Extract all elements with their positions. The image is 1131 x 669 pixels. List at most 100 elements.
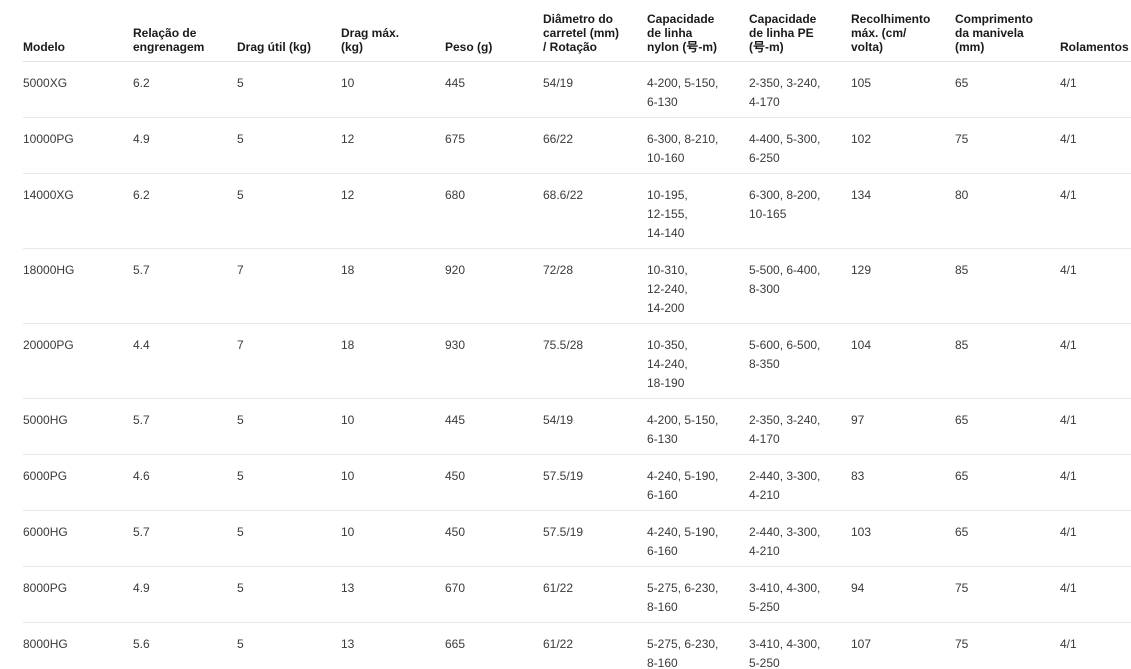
column-header-capacidade-nylon: Capacidade de linha nylon (号-m) [647,0,749,62]
cell-capacidade-nylon: 10-310, 12-240, 14-200 [647,248,749,324]
cell-drag-util: 5 [237,398,341,455]
cell-comprimento-manivela: 65 [955,510,1060,567]
cell-drag-util: 5 [237,566,341,623]
cell-relacao-engrenagem: 5.7 [133,398,237,455]
header-row: Modelo Relação de engrenagem Drag útil (kg… [23,0,1131,62]
cell-diametro-rotacao: 68.6/22 [543,173,647,249]
cell-drag-max: 13 [341,566,445,623]
cell-diametro-rotacao: 72/28 [543,248,647,324]
cell-drag-max: 10 [341,454,445,511]
cell-capacidade-nylon: 4-200, 5-150, 6-130 [647,398,749,455]
cell-modelo: 14000XG [23,173,133,249]
cell-drag-util: 5 [237,622,341,669]
cell-modelo: 6000HG [23,510,133,567]
cell-rolamentos: 4/1 [1060,117,1131,174]
cell-comprimento-manivela: 80 [955,173,1060,249]
table-row: 8000HG 5.6 5 13 665 61/22 5-275, 6-230, 8-160 3… [23,622,1131,669]
cell-diametro-rotacao: 61/22 [543,622,647,669]
cell-drag-max: 12 [341,117,445,174]
cell-relacao-engrenagem: 4.9 [133,117,237,174]
cell-comprimento-manivela: 65 [955,76,969,90]
cell-relacao-engrenagem: 5.7 [133,510,237,567]
cell-rolamentos: 4/1 [1060,323,1131,399]
cell-capacidade-nylon: 5-275, 6-230, 8-160 [647,566,749,623]
cell-peso: 930 [445,323,543,399]
table-head: Modelo Relação de engrenagem Drag útil (kg… [23,0,1131,62]
cell-capacidade-pe: 2-440, 3-300, 4-210 [749,510,851,567]
spec-table-container: Modelo Relação de engrenagem Drag útil (kg… [23,0,1131,669]
cell-comprimento-manivela: 65 [955,454,1060,511]
cell-rolamentos: 4/1 [1060,76,1077,90]
column-header-recolhimento-max: Recolhimento máx. (cm/ volta) [851,0,955,62]
cell-drag-util: 5 [237,510,341,567]
table-row: 5000HG 5.7 5 10 445 54/19 4-200, 5-150, 6-130 2… [23,398,1131,455]
cell-capacidade-nylon: 4-240, 5-190, 6-160 [647,510,749,567]
cell-relacao-engrenagem: 5.6 [133,622,237,669]
cell-capacidade-pe: 4-400, 5-300, 6-250 [749,117,851,174]
cell-relacao-engrenagem: 5.7 [133,248,237,324]
cell-rolamentos: 4/1 [1060,248,1131,324]
cell-capacidade-nylon: 10-195, 12-155, 14-140 [647,173,749,249]
cell-comprimento-manivela: 75 [955,622,1060,669]
cell-peso: 450 [445,510,543,567]
cell-recolhimento-max: 134 [851,173,955,249]
cell-recolhimento-max: 107 [851,622,955,669]
cell-drag-max: 18 [341,323,445,399]
column-header-capacidade-pe: Capacidade de linha PE (号-m) [749,0,851,62]
cell-diametro-rotacao: 75.5/28 [543,323,647,399]
column-header-rolamentos: Rolamentos [1060,0,1131,62]
table-row: 20000PG 4.4 7 18 930 75.5/28 10-350, 14-240, 1… [23,323,1131,399]
cell-drag-max: 13 [341,622,445,669]
cell-rolamentos: 4/1 [1060,173,1131,249]
cell-drag-max: 18 [341,248,445,324]
cell-diametro-rotacao: 61/22 [543,566,647,623]
cell-rolamentos: 4/1 [1060,566,1131,623]
cell-peso: 675 [445,117,543,174]
cell-recolhimento-max: 97 [851,398,955,455]
cell-peso: 665 [445,622,543,669]
cell-recolhimento-max: 104 [851,323,955,399]
cell-relacao-engrenagem: 4.4 [133,323,237,399]
cell-relacao-engrenagem: 6.2 [133,76,150,90]
column-header-peso: Peso (g) [445,0,543,62]
cell-recolhimento-max: 129 [851,248,955,324]
cell-modelo: 5000HG [23,398,133,455]
column-header-drag-max: Drag máx. (kg) [341,0,445,62]
table-row: 5000XG 6.2 5 10 445 54/19 4-200, 5-150, 6-130 2… [23,62,1131,118]
cell-diametro-rotacao: 66/22 [543,117,647,174]
cell-drag-max: 10 [341,76,355,90]
cell-comprimento-manivela: 75 [955,566,1060,623]
table-body: 5000XG 6.2 5 10 445 54/19 4-200, 5-150, 6-130 2… [23,62,1131,669]
cell-modelo: 10000PG [23,117,133,174]
cell-drag-util: 7 [237,323,341,399]
table-row: 18000HG 5.7 7 18 920 72/28 10-310, 12-240, 14-… [23,248,1131,324]
table-row: 10000PG 4.9 5 12 675 66/22 6-300, 8-210, 10-16… [23,117,1131,174]
cell-capacidade-nylon: 6-300, 8-210, 10-160 [647,117,749,174]
table-row: 6000HG 5.7 5 10 450 57.5/19 4-240, 5-190, 6-16… [23,510,1131,567]
cell-diametro-rotacao: 54/19 [543,76,574,90]
cell-modelo: 5000XG [23,76,68,90]
cell-comprimento-manivela: 75 [955,117,1060,174]
cell-drag-max: 10 [341,398,445,455]
cell-comprimento-manivela: 85 [955,248,1060,324]
cell-drag-util: 5 [237,454,341,511]
cell-capacidade-pe: 2-350, 3-240, 4-170 [749,398,851,455]
cell-peso: 920 [445,248,543,324]
table-row: 8000PG 4.9 5 13 670 61/22 5-275, 6-230, 8-160 3… [23,566,1131,623]
cell-drag-max: 10 [341,510,445,567]
reel-specs-table: Modelo Relação de engrenagem Drag útil (kg… [23,0,1131,669]
cell-capacidade-nylon: 4-200, 5-150, 6-130 [647,76,719,109]
cell-drag-util: 5 [237,76,244,90]
cell-comprimento-manivela: 65 [955,398,1060,455]
cell-recolhimento-max: 105 [851,76,872,90]
cell-modelo: 18000HG [23,248,133,324]
cell-diametro-rotacao: 54/19 [543,398,647,455]
cell-drag-util: 7 [237,248,341,324]
cell-diametro-rotacao: 57.5/19 [543,454,647,511]
cell-modelo: 8000HG [23,622,133,669]
table-row: 14000XG 6.2 5 12 680 68.6/22 10-195, 12-155, 1… [23,173,1131,249]
cell-recolhimento-max: 102 [851,117,955,174]
column-header-diametro-rotacao: Diâmetro do carretel (mm) / Rotação [543,0,647,62]
cell-rolamentos: 4/1 [1060,398,1131,455]
cell-recolhimento-max: 103 [851,510,955,567]
